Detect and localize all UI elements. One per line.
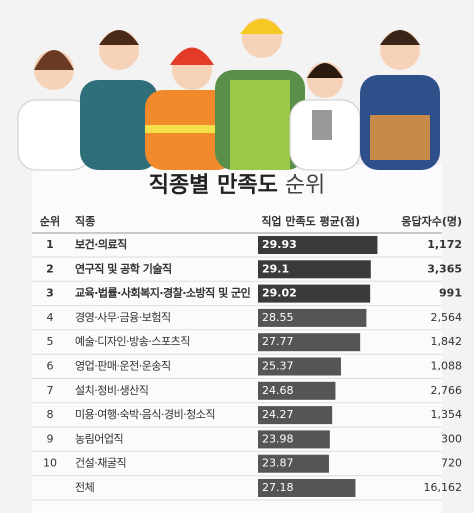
count: 16,162: [424, 481, 463, 494]
score-label: 24.27: [262, 408, 294, 421]
score-label: 29.93: [262, 238, 297, 251]
job: 건설·채굴직: [75, 457, 126, 470]
rank: 3: [46, 287, 54, 300]
job: 연구직 및 공학 기술직: [75, 261, 172, 275]
rank: 10: [43, 457, 57, 470]
score-label: 25.37: [262, 360, 294, 373]
score-label: 24.68: [262, 384, 294, 397]
column-header: 직업 만족도 평균(점): [261, 214, 360, 228]
title-light: 순위: [285, 173, 325, 198]
column-header: 응답자수(명): [401, 214, 462, 228]
score-label: 28.55: [262, 311, 294, 324]
score-label: 23.98: [262, 432, 294, 445]
table-panel: [32, 165, 442, 513]
job: 경영·사무·금융·보험직: [75, 311, 171, 324]
job: 미용·여행·숙박·음식·경비·청소직: [75, 408, 215, 421]
count: 991: [439, 287, 462, 300]
rank: 8: [47, 408, 54, 421]
score-bar: [258, 260, 371, 279]
count: 300: [441, 432, 462, 445]
score-bar: [258, 381, 336, 400]
count: 3,365: [427, 262, 462, 275]
column-header: 직종: [75, 214, 95, 228]
rank: 2: [46, 262, 54, 275]
job: 설치·정비·생산직: [75, 384, 148, 397]
count: 2,766: [431, 384, 463, 397]
job: 영업·판매·운전·운송직: [75, 360, 171, 373]
title-bold: 직종별 만족도: [149, 173, 278, 198]
score-bar: [258, 430, 330, 449]
people-illustration: [17, 18, 440, 171]
rank: 7: [47, 384, 54, 397]
score-label: 23.87: [262, 457, 294, 470]
score-bar: [258, 406, 333, 425]
job: 전체: [75, 481, 94, 494]
score-bar: [258, 333, 361, 352]
column-header: 순위: [40, 215, 60, 228]
rank: 6: [47, 360, 54, 373]
rank: 5: [47, 335, 54, 348]
table: 순위 직종 직업 만족도 평균(점) 응답자수(명) 1 보건·의료직 29.93 1,172…: [32, 214, 463, 501]
job: 예술·디자인·방송·스포츠직: [75, 335, 190, 348]
rank: 4: [47, 311, 54, 324]
rank: 1: [46, 238, 54, 251]
score-bar: [258, 479, 356, 497]
job: 농림어업직: [75, 432, 123, 445]
score-label: 27.18: [262, 481, 294, 494]
score-bar: [258, 454, 329, 473]
count: 1,354: [431, 408, 463, 421]
job: 보건·의료직: [75, 237, 127, 251]
score-label: 27.77: [262, 335, 294, 348]
count: 1,842: [431, 335, 463, 348]
score-label: 29.02: [262, 287, 297, 300]
count: 1,088: [431, 360, 463, 373]
count: 1,172: [427, 238, 462, 251]
rank: 9: [47, 432, 54, 445]
title: 직종별 만족도 순위: [149, 173, 326, 198]
score-label: 29.1: [262, 262, 289, 275]
score-bar: [258, 308, 367, 327]
score-bar: [258, 284, 371, 303]
count: 720: [441, 457, 462, 470]
score-bar: [258, 236, 378, 254]
job: 교육·법률·사회복지·경찰·소방직 및 군인: [75, 286, 251, 300]
score-bar: [258, 357, 341, 376]
count: 2,564: [431, 311, 463, 324]
